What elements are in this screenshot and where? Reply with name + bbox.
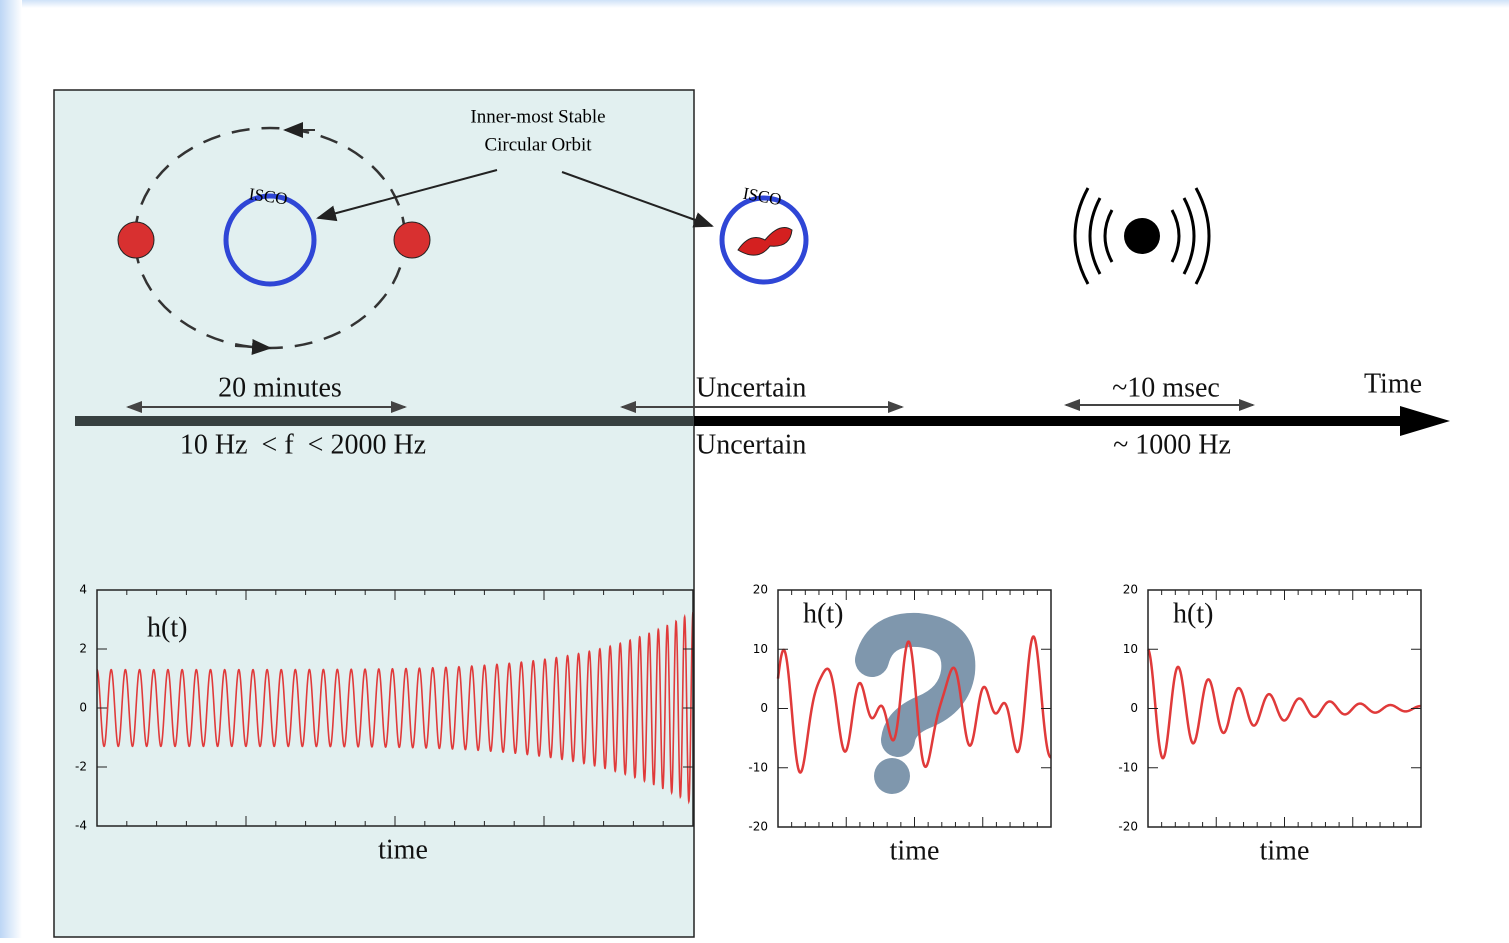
isco-circle <box>719 195 809 285</box>
duration: Uncertain <box>696 372 806 403</box>
y-label: h(t) <box>803 598 843 629</box>
isco-label: ISCO <box>742 184 783 209</box>
y-tick-label: 0 <box>79 701 87 715</box>
y-tick-label: 0 <box>760 701 768 715</box>
y-tick-label: -10 <box>748 760 768 774</box>
y-tick-label: -10 <box>1118 760 1138 774</box>
y-tick-label: 20 <box>753 583 768 597</box>
y-tick-label: 2 <box>79 642 87 656</box>
x-label: time <box>378 834 428 865</box>
y-tick-label: -20 <box>748 820 768 834</box>
ringdown-waves <box>1073 187 1211 285</box>
x-label: time <box>890 835 940 866</box>
y-tick-label: 10 <box>753 642 768 656</box>
y-label: h(t) <box>147 612 187 643</box>
x-label: time <box>1260 835 1310 866</box>
y-tick-label: -4 <box>75 819 87 833</box>
pointer <box>561 171 714 228</box>
axis-label: Time <box>1364 368 1422 399</box>
y-tick-label: 4 <box>79 583 87 597</box>
y-tick-label: -20 <box>1118 820 1138 834</box>
timeline-head <box>1400 406 1450 436</box>
left-band <box>0 0 22 938</box>
question-dot <box>874 758 910 794</box>
frequency: ~ 1000 Hz <box>1113 429 1231 460</box>
orbit-arrow <box>234 338 272 355</box>
question-mark <box>855 612 976 757</box>
y-tick-label: 20 <box>1123 583 1138 597</box>
isco-circle <box>223 193 317 287</box>
merger-blob <box>737 227 793 256</box>
frequency: Uncertain <box>696 429 806 460</box>
isco-note: Inner-most Stable <box>470 106 605 127</box>
y-label: h(t) <box>1173 598 1213 629</box>
star <box>117 221 155 259</box>
top-band <box>0 0 1509 8</box>
waveform <box>96 611 694 805</box>
isco-note: Circular Orbit <box>484 134 592 155</box>
waveform <box>1147 648 1421 760</box>
waveform <box>776 635 1052 774</box>
black-hole <box>1124 218 1160 254</box>
frequency: 10 Hz < f < 2000 Hz <box>180 429 426 460</box>
duration: ~10 msec <box>1112 372 1220 403</box>
y-tick-label: 0 <box>1130 701 1138 715</box>
y-tick-label: 10 <box>1123 642 1138 656</box>
star <box>393 221 431 259</box>
y-tick-label: -2 <box>75 760 87 774</box>
inspiral-panel <box>53 89 695 938</box>
pointer <box>316 169 498 222</box>
duration: 20 minutes <box>218 372 342 403</box>
